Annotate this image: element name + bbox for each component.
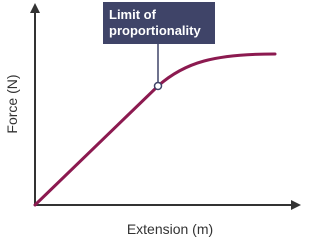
x-axis-label: Extension (m) [126,221,214,237]
plot [30,3,301,210]
y-axis-label: Force (N) [4,74,20,134]
diagram: Limit of proportionality Force (N) Exten… [4,2,301,237]
x-axis-arrow [291,200,301,210]
y-axis-arrow [30,3,40,13]
limit-point [153,81,163,91]
force-extension-curve [33,52,277,207]
callout-label: Limit of proportionality [103,2,215,44]
